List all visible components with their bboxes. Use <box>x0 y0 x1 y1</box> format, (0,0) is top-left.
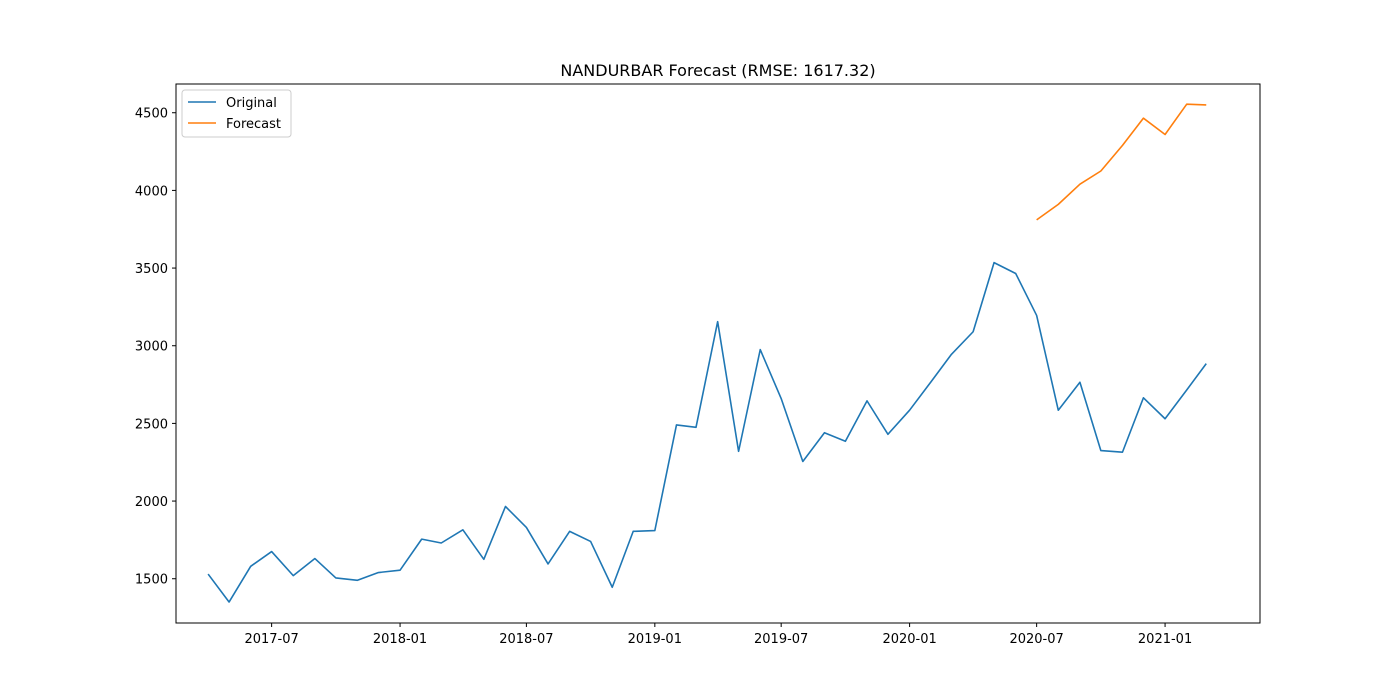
legend-label-forecast: Forecast <box>226 117 281 132</box>
data-point-original <box>292 575 294 577</box>
data-point-original <box>1015 273 1017 275</box>
data-point-original <box>909 409 911 411</box>
x-tick-label: 2017-07 <box>244 632 298 647</box>
data-point-original <box>547 563 549 565</box>
y-tick-label: 2500 <box>135 417 168 432</box>
y-tick-label: 4500 <box>135 107 168 122</box>
chart-title: NANDURBAR Forecast (RMSE: 1617.32) <box>560 61 875 80</box>
data-point-forecast <box>1100 170 1102 172</box>
y-tick-label: 4000 <box>135 184 168 199</box>
data-point-forecast <box>1164 134 1166 136</box>
axes-layer: 2017-07 2018-01 2018-07 2019-01 2019-07 2020-… <box>135 107 1192 647</box>
legend: Original Forecast <box>181 89 292 138</box>
data-point-original <box>951 353 953 355</box>
data-point-original <box>993 262 995 264</box>
data-point-original <box>1036 315 1038 317</box>
x-tick-label: 2021-01 <box>1138 632 1192 647</box>
x-tick-label: 2020-01 <box>882 632 936 647</box>
series-line-forecast <box>1036 103 1207 221</box>
data-point-forecast <box>1057 204 1059 206</box>
data-point-original <box>695 426 697 428</box>
data-point-original <box>590 541 592 543</box>
data-point-forecast <box>1205 104 1207 106</box>
y-tick-label: 3000 <box>135 340 168 355</box>
data-point-original <box>207 573 209 575</box>
data-point-original <box>930 381 932 383</box>
data-point-original <box>1186 389 1188 391</box>
data-point-original <box>1079 381 1081 383</box>
data-point-original <box>780 398 782 400</box>
data-point-forecast <box>1143 117 1145 119</box>
data-point-original <box>759 349 761 351</box>
y-tick-label: 3500 <box>135 262 168 277</box>
data-point-original <box>421 538 423 540</box>
data-point-forecast <box>1122 145 1124 147</box>
data-point-original <box>505 506 507 508</box>
data-point-original <box>802 461 804 463</box>
data-point-original <box>526 527 528 529</box>
data-point-original <box>1122 451 1124 453</box>
x-tick-label: 2018-01 <box>373 632 427 647</box>
y-tick-label: 2000 <box>135 495 168 510</box>
data-point-original <box>399 569 401 571</box>
data-point-original <box>378 572 380 574</box>
data-point-original <box>483 559 485 561</box>
data-point-original <box>569 531 571 533</box>
data-point-original <box>1205 363 1207 365</box>
data-point-original <box>717 321 719 323</box>
x-tick-label: 2018-07 <box>499 632 553 647</box>
data-point-original <box>632 531 634 533</box>
data-point-original <box>228 601 230 603</box>
data-point-original <box>866 400 868 402</box>
data-point-original <box>972 331 974 333</box>
plot-area-frame <box>175 83 1261 624</box>
data-point-forecast <box>1079 183 1081 185</box>
data-point-original <box>357 579 359 581</box>
legend-label-original: Original <box>226 96 277 111</box>
data-point-original <box>314 558 316 560</box>
data-point-original <box>440 542 442 544</box>
x-tick-label: 2020-07 <box>1009 632 1063 647</box>
data-point-original <box>654 530 656 532</box>
data-point-forecast <box>1186 103 1188 105</box>
data-point-original <box>250 566 252 568</box>
data-point-original <box>1057 409 1059 411</box>
data-point-original <box>676 424 678 426</box>
data-point-original <box>887 433 889 435</box>
x-tick-label: 2019-01 <box>628 632 682 647</box>
y-tick-label: 1500 <box>135 573 168 588</box>
data-point-original <box>824 432 826 434</box>
series-layer <box>207 103 1207 603</box>
data-point-original <box>738 451 740 453</box>
data-point-original <box>335 577 337 579</box>
data-point-original <box>845 440 847 442</box>
data-point-original <box>611 586 613 588</box>
x-tick-label: 2019-07 <box>754 632 808 647</box>
data-point-original <box>1164 418 1166 420</box>
data-point-original <box>271 551 273 553</box>
series-line-original <box>207 261 1207 603</box>
data-point-original <box>1100 450 1102 452</box>
data-point-original <box>1143 397 1145 399</box>
data-point-original <box>462 529 464 531</box>
data-point-forecast <box>1036 219 1038 221</box>
